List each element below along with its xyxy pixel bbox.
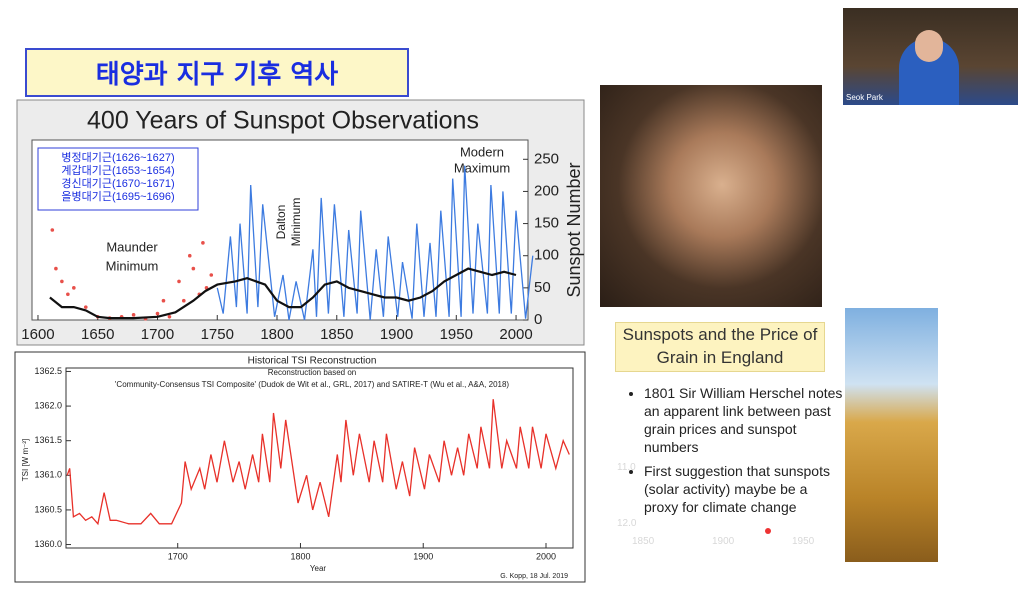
wheat-image bbox=[845, 308, 938, 562]
y-tick-label: 50 bbox=[534, 279, 551, 296]
y-tick-label: 1362.0 bbox=[34, 400, 62, 410]
faint-label: 1850 bbox=[632, 536, 655, 547]
chart2-subtitle: 'Community-Consensus TSI Composite' (Dud… bbox=[115, 380, 510, 389]
y-axis-label: Sunspot Number bbox=[564, 162, 584, 297]
chart2-title: Historical TSI Reconstruction bbox=[248, 356, 377, 367]
x-tick-label: 1900 bbox=[380, 326, 413, 343]
legend-line: 병정대기근(1626~1627) bbox=[61, 151, 174, 164]
annotation: Dalton bbox=[274, 205, 288, 240]
x-tick-label: 1800 bbox=[260, 326, 293, 343]
point bbox=[167, 314, 172, 319]
x-tick-label: 1850 bbox=[320, 326, 353, 343]
x-tick-label: 1750 bbox=[201, 326, 234, 343]
annotation: Maunder bbox=[106, 239, 158, 254]
video-tile[interactable]: Seok Park bbox=[843, 8, 1018, 105]
line bbox=[216, 165, 534, 321]
participant-name: Seok Park bbox=[846, 93, 883, 102]
bullet: First suggestion that sunspots (solar ac… bbox=[644, 462, 844, 516]
point bbox=[50, 228, 55, 232]
point bbox=[66, 292, 70, 297]
line bbox=[66, 399, 570, 526]
portrait-image bbox=[600, 85, 822, 307]
faint-label: 1900 bbox=[712, 536, 735, 547]
annotation: Maximum bbox=[454, 160, 510, 175]
bullet-list: 1801 Sir William Herschel notes an appar… bbox=[628, 384, 844, 522]
faint-label: 11.0 bbox=[617, 462, 636, 473]
y-tick-label: 1360.5 bbox=[34, 504, 62, 514]
x-tick-label: 1950 bbox=[440, 326, 473, 343]
slide-title: 태양과 지구 기후 역사 bbox=[25, 48, 409, 97]
y-tick-label: 100 bbox=[534, 247, 559, 264]
annotation: Minimum bbox=[106, 258, 159, 273]
annotation: Modern bbox=[460, 144, 504, 159]
point bbox=[201, 241, 205, 245]
point bbox=[60, 279, 64, 284]
y-axis-label: TSI [W m⁻²] bbox=[21, 439, 30, 481]
x-tick-label: 1900 bbox=[413, 551, 433, 561]
point bbox=[181, 298, 186, 303]
point bbox=[54, 266, 58, 271]
point bbox=[72, 286, 76, 290]
x-tick-label: 2000 bbox=[499, 326, 532, 343]
legend-line: 을병대기근(1695~1696) bbox=[61, 190, 174, 203]
y-tick-label: 1362.5 bbox=[34, 366, 62, 376]
chart2-subtitle: Reconstruction based on bbox=[268, 368, 357, 377]
y-tick-label: 150 bbox=[534, 215, 559, 232]
faint-label: 1950 bbox=[792, 536, 815, 547]
x-tick-label: 1600 bbox=[21, 326, 54, 343]
point bbox=[161, 298, 166, 303]
legend-line: 경신대기근(1670~1671) bbox=[61, 177, 174, 190]
point bbox=[191, 266, 196, 271]
y-tick-label: 1360.0 bbox=[34, 539, 62, 549]
x-tick-label: 1800 bbox=[290, 551, 310, 561]
y-tick-label: 0 bbox=[534, 311, 542, 328]
x-axis-label: Year bbox=[310, 564, 327, 573]
annotation: Minimum bbox=[289, 198, 303, 247]
pointer-dot bbox=[765, 528, 771, 534]
y-tick-label: 250 bbox=[534, 150, 559, 167]
point bbox=[155, 311, 160, 316]
point bbox=[187, 253, 192, 258]
chart2-plot bbox=[65, 367, 574, 549]
bullet: 1801 Sir William Herschel notes an appar… bbox=[644, 384, 844, 456]
x-tick-label: 1700 bbox=[168, 551, 188, 561]
point bbox=[209, 273, 214, 277]
faint-label: 12.0 bbox=[617, 518, 637, 529]
y-tick-label: 200 bbox=[534, 182, 559, 199]
grain-title: Sunspots and the Price of Grain in Engla… bbox=[615, 322, 825, 372]
credit: G. Kopp, 18 Jul. 2019 bbox=[500, 573, 568, 580]
y-tick-label: 1361.5 bbox=[34, 435, 62, 445]
point bbox=[83, 305, 88, 309]
face bbox=[915, 30, 943, 62]
y-tick-label: 1361.0 bbox=[34, 470, 62, 480]
legend-box bbox=[37, 147, 199, 211]
x-tick-label: 1700 bbox=[141, 326, 174, 343]
x-tick-label: 1650 bbox=[81, 326, 114, 343]
chart1-title: 400 Years of Sunspot Observations bbox=[87, 107, 479, 135]
line bbox=[49, 267, 517, 320]
x-tick-label: 2000 bbox=[536, 551, 556, 561]
point bbox=[177, 279, 181, 284]
point bbox=[131, 313, 136, 317]
legend-line: 계갑대기근(1653~1654) bbox=[61, 164, 174, 177]
